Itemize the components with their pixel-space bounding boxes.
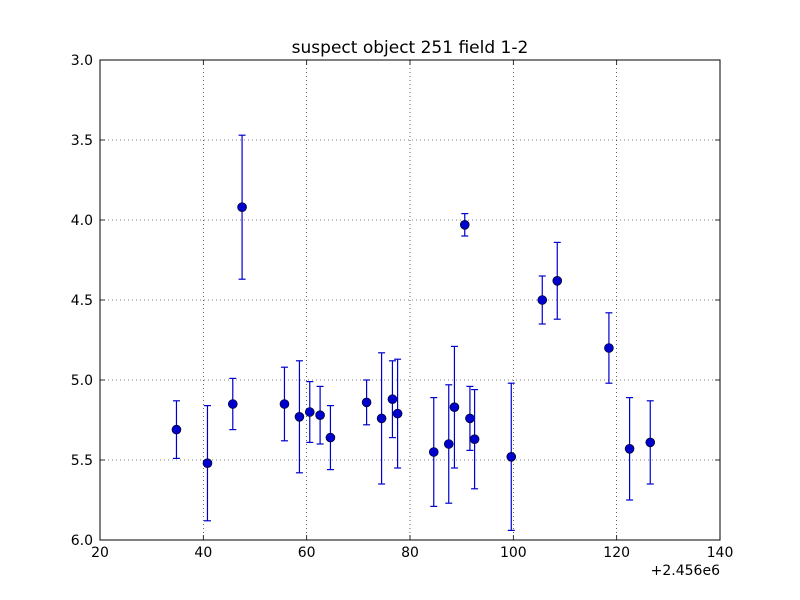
data-point-group	[376, 352, 387, 485]
data-point	[361, 397, 372, 408]
data-point	[624, 443, 635, 454]
x-tick-label: 40	[194, 545, 212, 561]
data-point-group	[294, 360, 305, 474]
data-point-group	[202, 405, 213, 522]
data-point-group	[449, 345, 460, 469]
data-point-group	[171, 400, 182, 459]
data-point	[469, 434, 480, 445]
data-point	[645, 437, 656, 448]
data-point	[459, 220, 470, 230]
chart-title: suspect object 251 field 1-2	[292, 38, 529, 58]
data-point-group	[645, 400, 656, 485]
data-point	[465, 413, 475, 424]
data-point	[171, 424, 182, 435]
data-point-group	[552, 241, 563, 320]
data-point-group	[237, 134, 247, 280]
data-point	[294, 411, 305, 422]
data-point	[315, 410, 325, 421]
data-point	[227, 399, 238, 409]
data-point-group	[361, 379, 372, 426]
x-tick-label: 120	[603, 545, 630, 561]
grid-layer	[100, 60, 720, 540]
data-point	[443, 439, 454, 449]
data-point	[279, 399, 290, 409]
data-point	[506, 451, 517, 462]
data-point-group	[315, 385, 325, 445]
data-point-group	[459, 213, 470, 237]
plot-frame	[99, 59, 721, 541]
x-tick-labels: 20 40 60 80 100 120 140	[91, 545, 733, 561]
data-point	[387, 394, 398, 405]
data-point	[604, 343, 614, 353]
y-tick-labels: 3.0 3.5 4.0 4.5 5.0 5.5 6.0	[71, 53, 93, 549]
data-point	[202, 458, 213, 469]
data-point-group	[537, 275, 548, 325]
data-point	[237, 202, 247, 212]
data-point-group	[604, 312, 614, 384]
data-point-group	[304, 381, 315, 443]
y-tick-label: 6.0	[71, 533, 93, 549]
y-tick-label: 5.5	[71, 453, 93, 469]
data-point	[552, 275, 563, 286]
data-point-group	[506, 382, 517, 532]
y-tick-label: 3.5	[71, 133, 93, 149]
y-tick-label: 4.5	[71, 293, 93, 309]
data-point-group	[392, 358, 403, 469]
data-point-group	[443, 384, 454, 504]
data-point-group	[624, 397, 635, 501]
data-point-group	[227, 377, 238, 431]
data-point-group	[469, 389, 480, 490]
x-axis-offset-label: +2.456e6	[651, 563, 720, 579]
data-point	[428, 447, 439, 457]
y-tick-label: 4.0	[71, 213, 93, 229]
x-tick-label: 140	[707, 545, 734, 561]
data-point	[376, 413, 387, 424]
y-tick-label: 5.0	[71, 373, 93, 389]
data-point	[449, 402, 460, 413]
data-point-group	[279, 366, 290, 442]
data-point	[325, 432, 336, 443]
data-point	[304, 407, 315, 417]
data-layer	[171, 134, 656, 532]
x-tick-label: 80	[401, 545, 419, 561]
x-tick-label: 100	[500, 545, 527, 561]
data-point	[537, 295, 548, 305]
y-tick-label: 3.0	[71, 53, 93, 69]
data-point-group	[428, 397, 439, 507]
tick-layer	[99, 59, 721, 541]
x-tick-label: 60	[298, 545, 316, 561]
data-point	[392, 408, 403, 419]
data-point-group	[387, 360, 398, 439]
data-point-group	[325, 405, 336, 471]
x-tick-label: 20	[91, 545, 109, 561]
